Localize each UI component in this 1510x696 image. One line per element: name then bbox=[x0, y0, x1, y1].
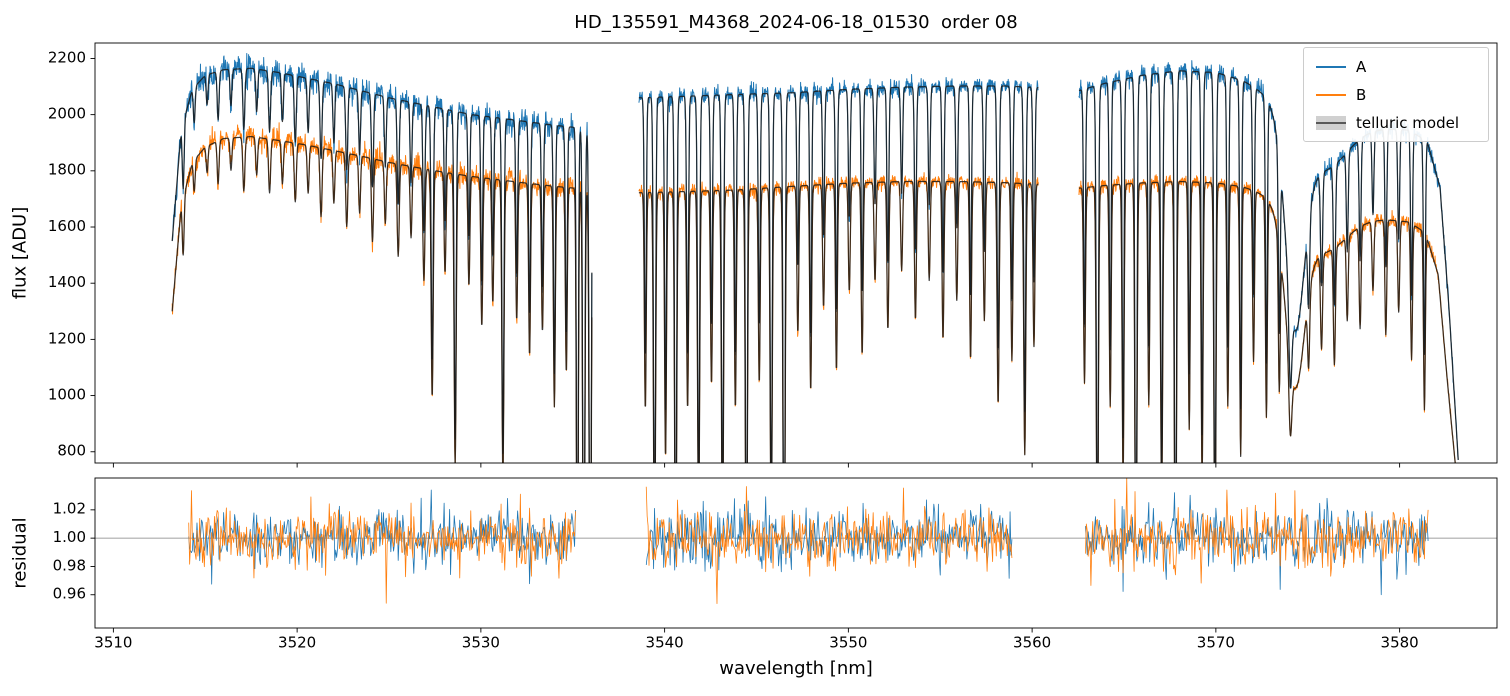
legend-entry: telluric model bbox=[1316, 111, 1476, 134]
legend-line-sample bbox=[1316, 59, 1346, 75]
legend-line-sample bbox=[1316, 115, 1346, 131]
flux-axis-label: flux [ADU] bbox=[9, 206, 31, 300]
legend-label: B bbox=[1356, 85, 1367, 104]
legend-line-sample bbox=[1316, 87, 1346, 103]
plot-title: HD_135591_M4368_2024-06-18_01530 order 0… bbox=[574, 12, 1018, 33]
legend-label: A bbox=[1356, 57, 1367, 76]
legend-entry: B bbox=[1316, 83, 1476, 106]
legend-label: telluric model bbox=[1356, 113, 1460, 132]
legend-entry: A bbox=[1316, 55, 1476, 78]
wavelength-axis-label: wavelength [nm] bbox=[719, 658, 873, 679]
residual-axis-label: residual bbox=[9, 517, 31, 589]
